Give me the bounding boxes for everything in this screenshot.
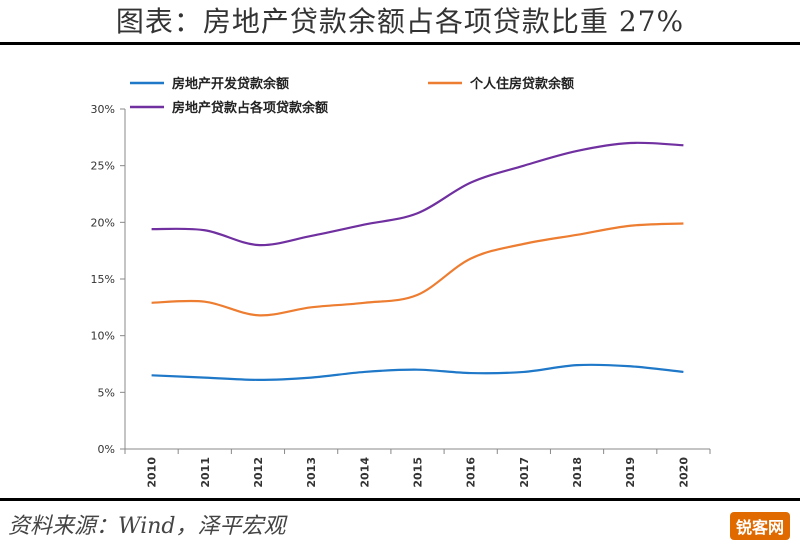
- x-tick-label: 2016: [465, 457, 478, 488]
- y-tick-label: 15%: [91, 273, 115, 286]
- x-tick-label: 2012: [252, 457, 265, 488]
- legend-label-2: 个人住房贷款余额: [469, 76, 574, 92]
- chart-lines: [151, 141, 684, 381]
- y-tick-label: 25%: [91, 160, 115, 173]
- y-tick-label: 20%: [91, 216, 115, 229]
- y-tick-label: 30%: [91, 103, 115, 116]
- y-tick-label: 10%: [91, 330, 115, 343]
- x-tick-label: 2014: [358, 457, 371, 488]
- legend-label-3: 房地产贷款占各项贷款余额: [172, 100, 328, 116]
- x-tick-label: 2017: [518, 457, 531, 488]
- bottom-rule: [0, 498, 800, 501]
- x-tick-label: 2013: [305, 457, 318, 488]
- x-tick-label: 2018: [571, 457, 584, 488]
- top-rule: [0, 42, 800, 45]
- x-tick-label: 2015: [412, 457, 425, 488]
- watermark: 锐客网: [729, 512, 790, 540]
- x-tick-label: 2019: [624, 457, 637, 488]
- chart-axes: 0% 5% 10% 15% 20% 25% 30% 2010 2011 2012 2013 2014 2…: [91, 103, 711, 488]
- legend-label-1: 房地产开发贷款余额: [172, 76, 289, 92]
- x-tick-label: 2020: [677, 457, 690, 488]
- line-chart: 0% 5% 10% 15% 20% 25% 30% 2010 2011 2012 2013 2014 2…: [91, 76, 711, 488]
- series-line-1: [151, 363, 684, 381]
- x-tick-label: 2010: [146, 457, 159, 488]
- watermark-brand: 锐客网: [729, 512, 790, 540]
- y-tick-label: 0%: [98, 443, 115, 456]
- source-note: 资料来源：Wind，泽平宏观: [8, 514, 286, 539]
- y-tick-label: 5%: [98, 386, 115, 399]
- page-title: 图表：房地产贷款余额占各项贷款比重 27%: [115, 5, 685, 38]
- series-line-2: [151, 222, 684, 317]
- series-line-3: [151, 141, 684, 247]
- x-tick-label: 2011: [199, 457, 212, 488]
